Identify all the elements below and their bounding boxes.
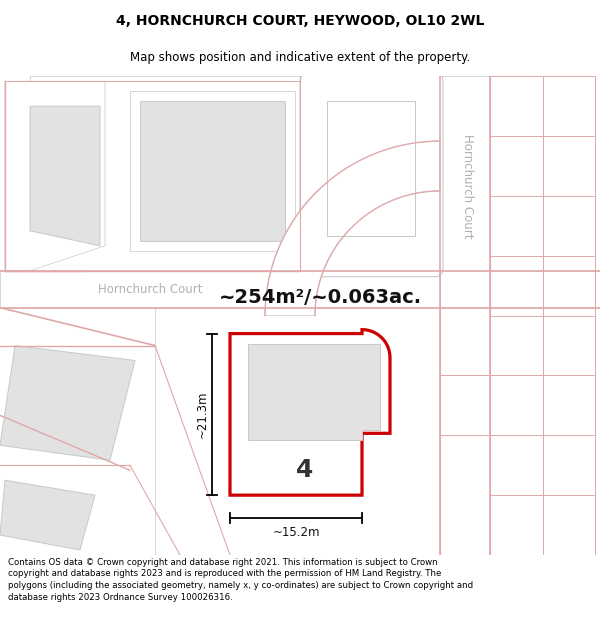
FancyBboxPatch shape (300, 73, 443, 277)
Text: 4, HORNCHURCH COURT, HEYWOOD, OL10 2WL: 4, HORNCHURCH COURT, HEYWOOD, OL10 2WL (116, 14, 484, 28)
Polygon shape (0, 271, 600, 308)
Polygon shape (265, 141, 440, 316)
Polygon shape (5, 81, 105, 271)
Polygon shape (30, 76, 300, 271)
Polygon shape (248, 344, 380, 440)
Text: Hornchurch Court: Hornchurch Court (461, 134, 473, 238)
Polygon shape (440, 76, 490, 555)
Polygon shape (0, 480, 95, 550)
Text: Hornchurch Court: Hornchurch Court (98, 283, 202, 296)
Text: Map shows position and indicative extent of the property.: Map shows position and indicative extent… (130, 51, 470, 64)
Polygon shape (155, 308, 440, 555)
Polygon shape (327, 101, 415, 236)
Polygon shape (140, 101, 285, 241)
Polygon shape (230, 329, 390, 495)
Text: ~15.2m: ~15.2m (272, 526, 320, 539)
Text: ~254m²/~0.063ac.: ~254m²/~0.063ac. (218, 288, 422, 307)
Polygon shape (440, 308, 490, 376)
Text: 4: 4 (296, 458, 314, 482)
Polygon shape (30, 106, 100, 246)
Text: ~21.3m: ~21.3m (196, 391, 209, 438)
Text: Contains OS data © Crown copyright and database right 2021. This information is : Contains OS data © Crown copyright and d… (8, 558, 473, 602)
Polygon shape (0, 346, 135, 460)
Polygon shape (130, 91, 295, 251)
